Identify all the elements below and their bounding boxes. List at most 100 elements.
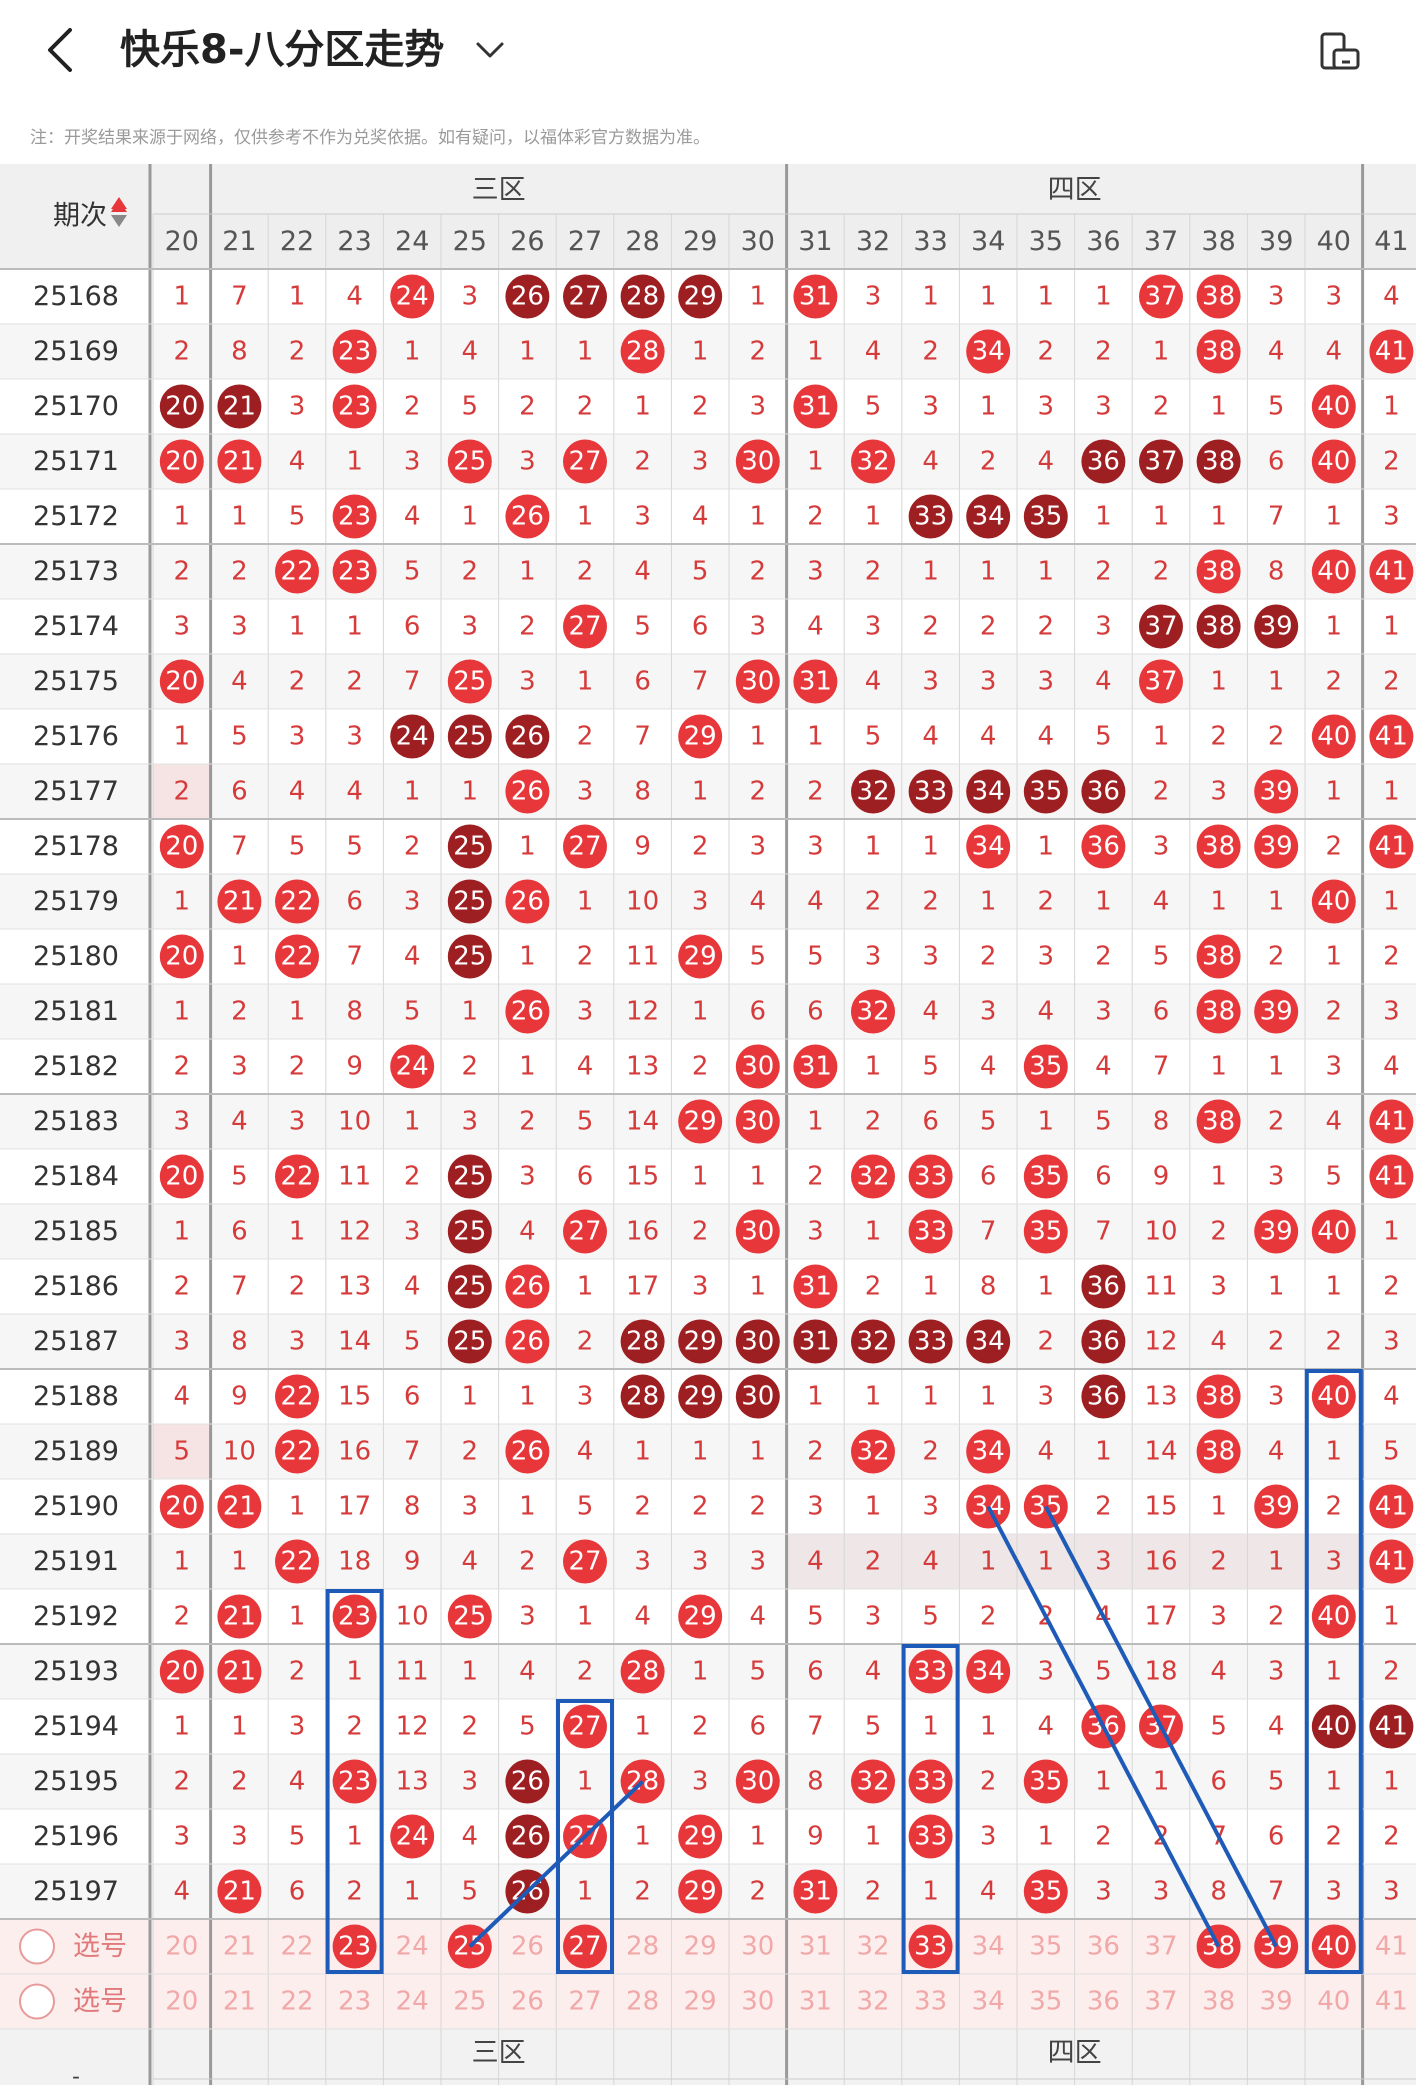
number-ball[interactable] xyxy=(851,1319,895,1364)
number-ball[interactable] xyxy=(678,1319,723,1364)
select-number[interactable]: 26 xyxy=(511,1987,544,2017)
number-ball[interactable] xyxy=(275,1429,319,1474)
number-ball[interactable] xyxy=(275,549,319,594)
number-ball[interactable] xyxy=(1369,714,1414,759)
select-number[interactable]: 37 xyxy=(1144,1932,1177,1962)
number-ball[interactable] xyxy=(851,1154,895,1199)
number-ball[interactable] xyxy=(1196,329,1241,374)
number-ball[interactable] xyxy=(678,1374,723,1419)
number-ball[interactable] xyxy=(1196,1374,1241,1419)
number-ball[interactable] xyxy=(678,1869,723,1914)
selected-ball[interactable] xyxy=(563,1924,607,1969)
number-ball[interactable] xyxy=(908,1759,953,1804)
number-ball[interactable] xyxy=(1139,439,1183,484)
number-ball[interactable] xyxy=(447,659,492,704)
number-ball[interactable] xyxy=(447,714,492,759)
number-ball[interactable] xyxy=(447,824,492,869)
number-ball[interactable] xyxy=(217,1649,262,1694)
number-ball[interactable] xyxy=(620,1319,665,1364)
number-ball[interactable] xyxy=(1196,1429,1241,1474)
select-number[interactable]: 35 xyxy=(1029,1987,1062,2017)
number-ball[interactable] xyxy=(332,1759,377,1804)
sort-down-icon[interactable] xyxy=(111,215,127,227)
number-ball[interactable] xyxy=(1196,989,1241,1034)
number-ball[interactable] xyxy=(966,1429,1011,1474)
select-number[interactable]: 29 xyxy=(684,1932,717,1962)
number-ball[interactable] xyxy=(505,1429,550,1474)
number-ball[interactable] xyxy=(1023,769,1068,814)
number-ball[interactable] xyxy=(505,494,550,539)
select-number[interactable]: 31 xyxy=(799,1932,832,1962)
number-ball[interactable] xyxy=(1311,384,1356,429)
select-radio[interactable] xyxy=(19,1928,55,1965)
number-ball[interactable] xyxy=(908,494,953,539)
number-ball[interactable] xyxy=(793,1044,838,1089)
number-ball[interactable] xyxy=(1311,549,1356,594)
number-ball[interactable] xyxy=(793,274,838,319)
number-ball[interactable] xyxy=(1311,1209,1356,1254)
number-ball[interactable] xyxy=(1369,1099,1414,1144)
number-ball[interactable] xyxy=(159,934,204,979)
select-number[interactable]: 41 xyxy=(1375,1987,1408,2017)
number-ball[interactable] xyxy=(1369,329,1414,374)
select-number[interactable]: 38 xyxy=(1202,1987,1235,2017)
select-number[interactable]: 33 xyxy=(914,1987,947,2017)
select-number[interactable]: 36 xyxy=(1087,1987,1120,2017)
selected-ball[interactable] xyxy=(908,1924,953,1969)
number-ball[interactable] xyxy=(447,439,492,484)
number-ball[interactable] xyxy=(332,384,377,429)
title-dropdown-button[interactable] xyxy=(470,30,510,70)
number-ball[interactable] xyxy=(275,1374,319,1419)
rotate-screen-button[interactable] xyxy=(1316,30,1364,74)
number-ball[interactable] xyxy=(851,769,895,814)
number-ball[interactable] xyxy=(678,274,723,319)
number-ball[interactable] xyxy=(1081,1319,1126,1364)
number-ball[interactable] xyxy=(966,329,1011,374)
number-ball[interactable] xyxy=(217,1594,262,1639)
number-ball[interactable] xyxy=(447,1264,492,1309)
number-ball[interactable] xyxy=(908,1319,953,1364)
number-ball[interactable] xyxy=(563,604,607,649)
select-number[interactable]: 21 xyxy=(223,1932,256,1962)
number-ball[interactable] xyxy=(1023,1044,1068,1089)
number-ball[interactable] xyxy=(1081,824,1126,869)
number-ball[interactable] xyxy=(851,1429,895,1474)
number-ball[interactable] xyxy=(1311,1594,1356,1639)
select-number[interactable]: 31 xyxy=(799,1987,832,2017)
number-ball[interactable] xyxy=(966,1649,1011,1694)
number-ball[interactable] xyxy=(332,494,377,539)
number-ball[interactable] xyxy=(159,1649,204,1694)
number-ball[interactable] xyxy=(678,1099,723,1144)
number-ball[interactable] xyxy=(678,934,723,979)
number-ball[interactable] xyxy=(1369,549,1414,594)
number-ball[interactable] xyxy=(1081,1264,1126,1309)
number-ball[interactable] xyxy=(447,879,492,924)
number-ball[interactable] xyxy=(851,1759,895,1804)
number-ball[interactable] xyxy=(563,1704,607,1749)
number-ball[interactable] xyxy=(1311,879,1356,924)
select-number[interactable]: 20 xyxy=(165,1932,198,1962)
number-ball[interactable] xyxy=(159,439,204,484)
number-ball[interactable] xyxy=(966,824,1011,869)
number-ball[interactable] xyxy=(390,1814,435,1859)
number-ball[interactable] xyxy=(217,439,262,484)
number-ball[interactable] xyxy=(159,824,204,869)
number-ball[interactable] xyxy=(1311,439,1356,484)
number-ball[interactable] xyxy=(563,824,607,869)
number-ball[interactable] xyxy=(620,329,665,374)
number-ball[interactable] xyxy=(275,1154,319,1199)
select-number[interactable]: 34 xyxy=(972,1932,1005,1962)
number-ball[interactable] xyxy=(1311,714,1356,759)
number-ball[interactable] xyxy=(908,1154,953,1199)
number-ball[interactable] xyxy=(1311,1374,1356,1419)
number-ball[interactable] xyxy=(908,1649,953,1694)
number-ball[interactable] xyxy=(966,494,1011,539)
number-ball[interactable] xyxy=(159,659,204,704)
number-ball[interactable] xyxy=(563,439,607,484)
select-number[interactable]: 40 xyxy=(1317,1987,1350,2017)
number-ball[interactable] xyxy=(1196,1099,1241,1144)
number-ball[interactable] xyxy=(1081,1374,1126,1419)
number-ball[interactable] xyxy=(390,274,435,319)
number-ball[interactable] xyxy=(1139,604,1183,649)
select-number[interactable]: 28 xyxy=(626,1932,659,1962)
